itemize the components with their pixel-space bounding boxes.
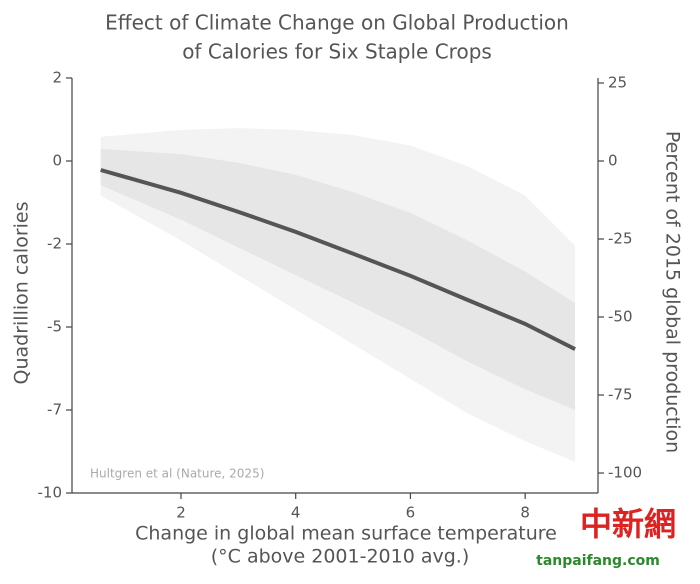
y-tick-label: -7 [47, 401, 62, 419]
watermark: tanpaifang.com [536, 553, 660, 569]
watermark: 中新網 [580, 505, 676, 543]
x-tick-label: 6 [406, 504, 416, 522]
x-tick-label: 4 [291, 504, 301, 522]
y-tick-label: -2 [47, 235, 62, 253]
y2-tick-label: -25 [608, 230, 633, 248]
y-tick-label: 0 [52, 152, 62, 170]
y2-tick-label: 0 [608, 152, 618, 170]
y-tick-label: -10 [38, 484, 63, 502]
x-tick-label: 2 [176, 504, 186, 522]
y-tick-label: 2 [52, 69, 62, 87]
x-tick-label: 8 [520, 504, 530, 522]
uncertainty-band [100, 148, 576, 411]
data-line [100, 168, 576, 351]
y-tick-label: -5 [47, 318, 62, 336]
x-axis-label: (°C above 2001-2010 avg.) [211, 546, 470, 568]
chart-title: Effect of Climate Change on Global Produ… [105, 11, 569, 35]
y2-tick-label: 25 [608, 73, 627, 91]
y2-tick-label: -50 [608, 308, 633, 326]
y-axis-label: Quadrillion calories [11, 201, 33, 384]
chart-title: of Calories for Six Staple Crops [182, 40, 492, 64]
y2-axis-label: Percent of 2015 global production [662, 131, 684, 453]
source-note: Hultgren et al (Nature, 2025) [90, 467, 264, 481]
x-axis-label: Change in global mean surface temperatur… [135, 523, 557, 545]
y2-tick-label: -75 [608, 386, 633, 404]
y2-tick-label: -100 [608, 464, 642, 482]
